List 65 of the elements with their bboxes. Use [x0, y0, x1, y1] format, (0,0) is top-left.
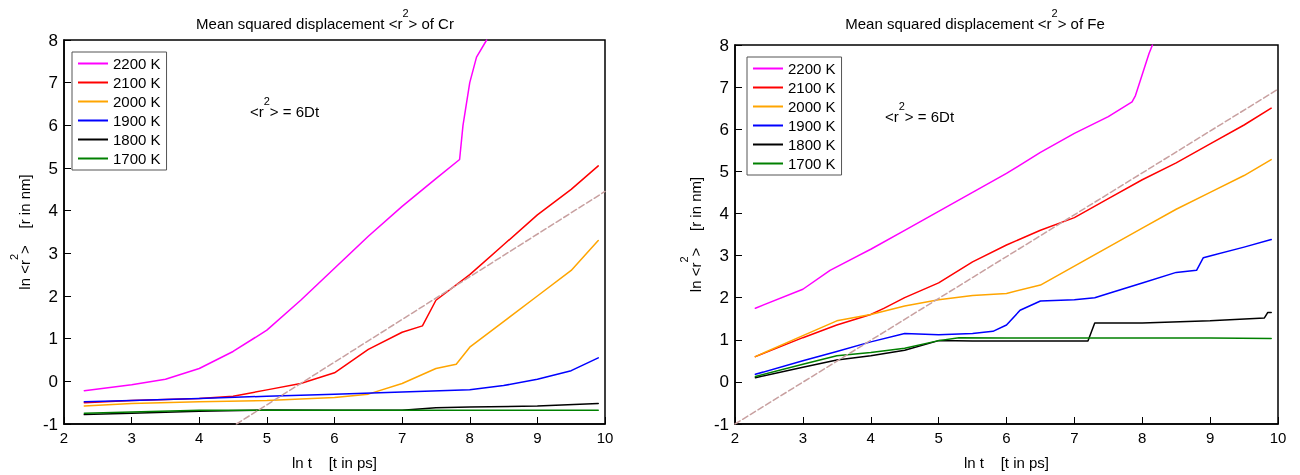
x-tick-label: 7 [1070, 429, 1079, 446]
y-tick-label: 1 [48, 329, 59, 349]
x-tick-label: 7 [397, 429, 407, 446]
y-tick-label: 3 [48, 243, 59, 263]
y-tick-label: 8 [719, 35, 729, 55]
legend-label: 1700 K [788, 155, 836, 172]
y-tick-label: 4 [48, 201, 59, 221]
legend-label: 2200 K [113, 55, 161, 72]
x-tick-label: 9 [533, 429, 542, 446]
line-series [754, 336, 1272, 378]
legend-label: 1900 K [788, 117, 836, 134]
x-tick-label: 10 [596, 429, 614, 446]
y-tick-label: 4 [719, 203, 729, 223]
y-tick-label: 6 [48, 115, 59, 135]
x-axis-title: ln t [t in ps] [963, 454, 1050, 471]
line-series [83, 39, 488, 392]
line-series [754, 158, 1272, 358]
y-tick-label: 5 [719, 161, 729, 181]
annotation: <r2> = 6Dt [885, 99, 955, 125]
y-tick-label: 7 [48, 73, 59, 93]
x-tick-label: 4 [195, 429, 204, 446]
x-tick-label: 5 [934, 429, 943, 446]
line-series [83, 239, 599, 407]
line-series [754, 44, 1154, 309]
x-tick-label: 6 [1002, 429, 1011, 446]
x-tick-label: 3 [798, 429, 808, 446]
line-series [83, 357, 599, 403]
chart-title: Mean squared displacement <r2> of Cr [196, 6, 454, 32]
x-tick-label: 3 [127, 429, 136, 446]
y-tick-label: 1 [719, 330, 729, 350]
x-tick-label: 6 [330, 429, 339, 446]
legend-label: 1800 K [113, 131, 161, 148]
y-tick-label: -1 [713, 414, 729, 434]
x-tick-label: 4 [866, 429, 875, 446]
legend-label: 2100 K [113, 74, 161, 91]
x-axis-title: ln t [t in ps] [291, 454, 378, 471]
legend-label: 2100 K [788, 79, 836, 96]
y-tick-label: 6 [719, 119, 729, 139]
y-tick-label: 2 [719, 288, 729, 308]
legend-label: 2000 K [788, 98, 836, 115]
legend-label: 1700 K [113, 150, 161, 167]
y-tick-label: 0 [48, 371, 59, 391]
x-tick-label: 8 [1138, 429, 1147, 446]
y-tick-label: 0 [719, 372, 729, 392]
legend-label: 1900 K [113, 112, 161, 129]
legend-label: 2000 K [113, 93, 161, 110]
y-tick-label: 3 [719, 246, 729, 266]
y-tick-label: 7 [719, 77, 729, 97]
x-tick-label: 8 [465, 429, 474, 446]
y-tick-label: 8 [48, 30, 59, 50]
y-tick-label: 5 [48, 158, 59, 178]
line-series [754, 311, 1272, 379]
x-tick-label: 2 [730, 429, 740, 446]
y-axis-title: ln <r2> [r in nm] [7, 174, 33, 290]
chart-title: Mean squared displacement <r2> of Fe [845, 6, 1105, 32]
x-tick-label: 5 [262, 429, 272, 446]
x-tick-label: 10 [1269, 429, 1287, 446]
y-tick-label: -1 [42, 414, 59, 434]
annotation: <r2> = 6Dt [250, 94, 320, 120]
y-tick-label: 2 [48, 286, 59, 306]
line-series [754, 238, 1272, 376]
legend-label: 2200 K [788, 60, 836, 77]
y-axis-title: ln <r2> [r in nm] [678, 176, 704, 293]
legend-label: 1800 K [788, 136, 836, 153]
x-tick-label: 9 [1205, 429, 1215, 446]
